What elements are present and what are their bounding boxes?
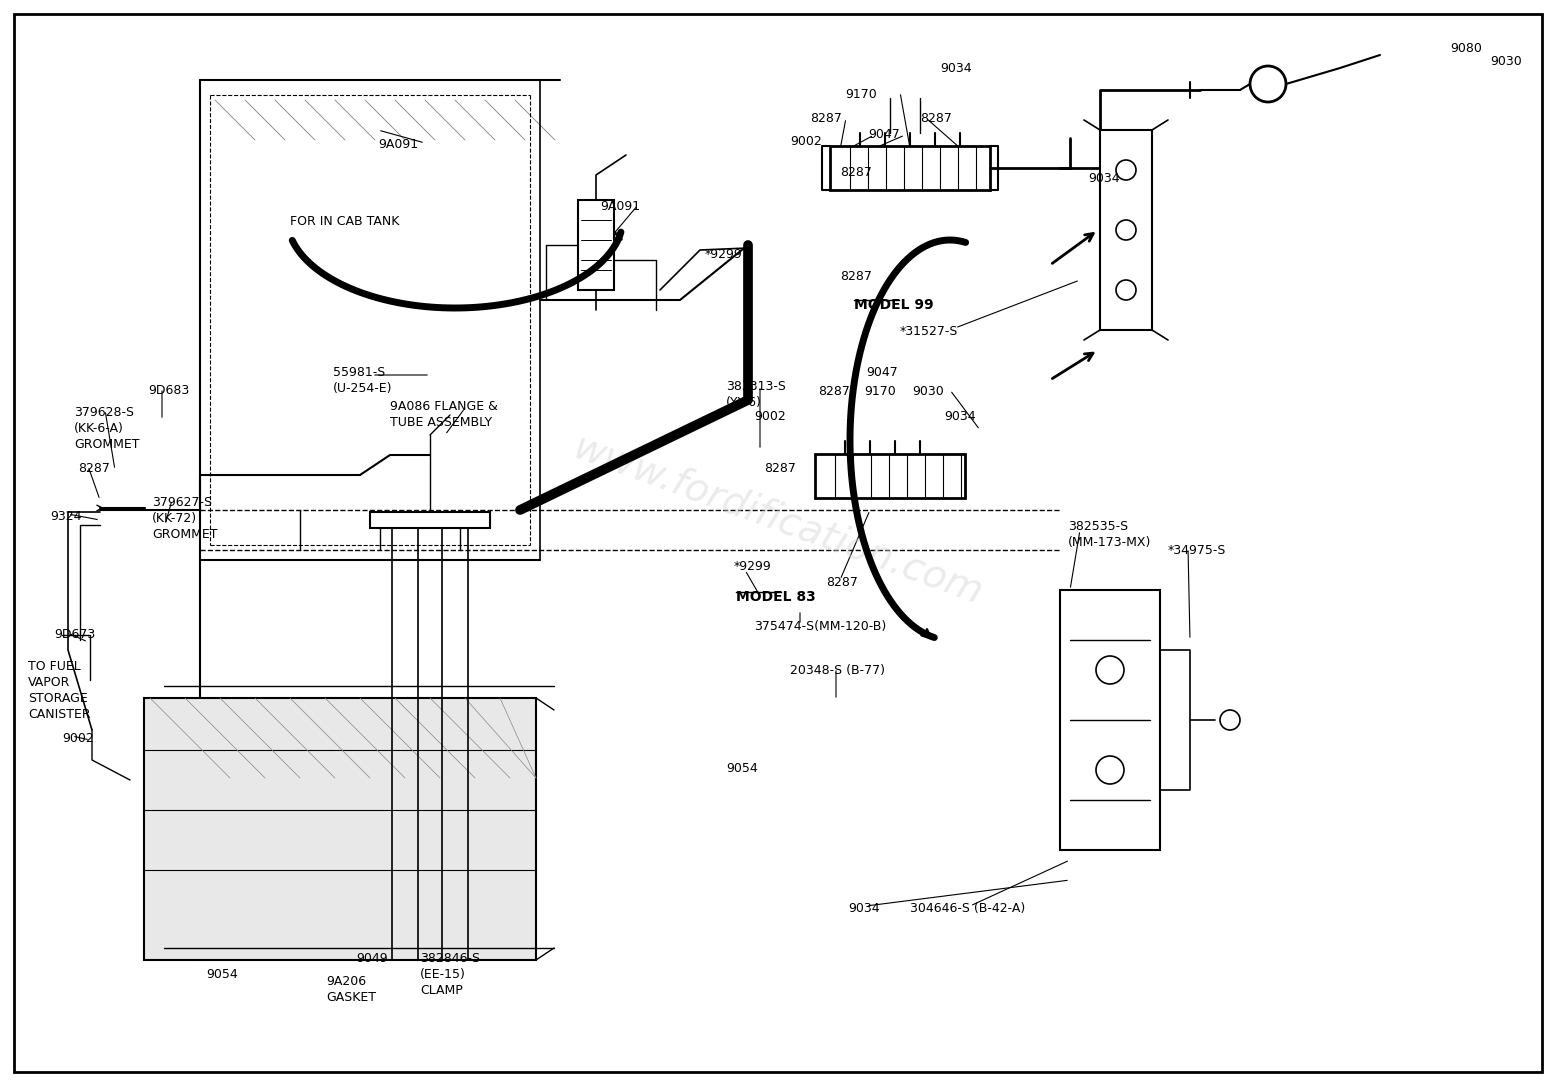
Text: 9D683: 9D683 [148, 384, 190, 397]
Text: 8287: 8287 [78, 462, 110, 475]
Text: 8287: 8287 [840, 270, 871, 283]
Text: www.fordification.com: www.fordification.com [568, 428, 988, 611]
Text: (MM-173-MX): (MM-173-MX) [1067, 536, 1151, 550]
Text: STORAGE: STORAGE [28, 692, 87, 705]
Text: MODEL 99: MODEL 99 [854, 298, 934, 312]
Text: VAPOR: VAPOR [28, 675, 70, 689]
Text: MODEL 83: MODEL 83 [736, 590, 815, 604]
Text: 9034: 9034 [848, 902, 879, 915]
Bar [1100, 130, 1151, 330]
Text: 55981-S: 55981-S [333, 366, 386, 379]
Text: 9A086 FLANGE &: 9A086 FLANGE & [391, 400, 498, 413]
Text: 9049: 9049 [356, 952, 387, 965]
Text: 8287: 8287 [818, 386, 850, 397]
Bar [145, 698, 535, 960]
Text: 9034: 9034 [940, 62, 971, 75]
Text: (KK-72): (KK-72) [152, 512, 198, 525]
Circle shape [1116, 280, 1136, 300]
Text: 9047: 9047 [867, 366, 898, 379]
Text: (YY-6): (YY-6) [727, 396, 762, 409]
Text: 9D673: 9D673 [54, 628, 95, 641]
Text: 9030: 9030 [912, 386, 944, 397]
Text: TO FUEL: TO FUEL [28, 660, 81, 673]
Text: *9299: *9299 [705, 248, 742, 261]
Circle shape [1220, 710, 1240, 730]
Circle shape [1249, 66, 1285, 102]
Text: *31527-S: *31527-S [899, 325, 958, 338]
Circle shape [1116, 160, 1136, 180]
Text: *34975-S: *34975-S [1169, 544, 1226, 557]
Text: 379627-S: 379627-S [152, 496, 212, 509]
Text: 8287: 8287 [811, 112, 842, 125]
Circle shape [1095, 656, 1123, 684]
Text: CANISTER: CANISTER [28, 708, 90, 721]
Text: GROMMET: GROMMET [75, 438, 140, 451]
Text: 379628-S: 379628-S [75, 406, 134, 419]
Text: 9047: 9047 [868, 128, 899, 141]
Text: 9A206: 9A206 [327, 975, 366, 988]
Text: 9170: 9170 [864, 386, 896, 397]
Circle shape [1116, 220, 1136, 240]
Text: 8287: 8287 [920, 112, 952, 125]
Bar [815, 454, 965, 498]
Text: 382846-S: 382846-S [420, 952, 479, 965]
Text: 9170: 9170 [845, 88, 876, 101]
Text: 9034: 9034 [1088, 172, 1120, 185]
Text: 9034: 9034 [944, 411, 976, 424]
Bar [577, 200, 615, 290]
Text: CLAMP: CLAMP [420, 984, 462, 997]
Text: 304646-S (B-42-A): 304646-S (B-42-A) [910, 902, 1025, 915]
Text: 8287: 8287 [826, 576, 857, 589]
Text: 383313-S: 383313-S [727, 380, 786, 393]
Bar [1060, 590, 1161, 850]
Text: GASKET: GASKET [327, 992, 377, 1003]
Text: GROMMET: GROMMET [152, 528, 218, 541]
Text: (EE-15): (EE-15) [420, 968, 465, 981]
Text: 9030: 9030 [1491, 55, 1522, 68]
Text: 9002: 9002 [62, 732, 93, 745]
Text: 9002: 9002 [755, 411, 786, 424]
Bar [829, 146, 990, 190]
Circle shape [1095, 756, 1123, 784]
Text: TUBE ASSEMBLY: TUBE ASSEMBLY [391, 416, 492, 429]
Text: 8287: 8287 [840, 166, 871, 179]
Text: 20348-S (B-77): 20348-S (B-77) [790, 664, 885, 677]
Text: 9054: 9054 [727, 762, 758, 775]
Text: 9A091: 9A091 [601, 200, 640, 213]
Text: 9080: 9080 [1450, 42, 1481, 55]
Text: (U-254-E): (U-254-E) [333, 382, 392, 395]
Text: 9002: 9002 [790, 135, 822, 148]
Text: FOR IN CAB TANK: FOR IN CAB TANK [289, 215, 400, 228]
Text: 375474-S(MM-120-B): 375474-S(MM-120-B) [755, 620, 887, 633]
Text: (KK-6-A): (KK-6-A) [75, 422, 124, 435]
Text: 9054: 9054 [205, 968, 238, 981]
Text: 9A091: 9A091 [378, 138, 419, 151]
Text: 8287: 8287 [764, 462, 795, 475]
Text: 382535-S: 382535-S [1067, 520, 1128, 533]
Text: 9324: 9324 [50, 510, 81, 523]
Bar [370, 512, 490, 528]
Text: *9299: *9299 [734, 560, 772, 573]
